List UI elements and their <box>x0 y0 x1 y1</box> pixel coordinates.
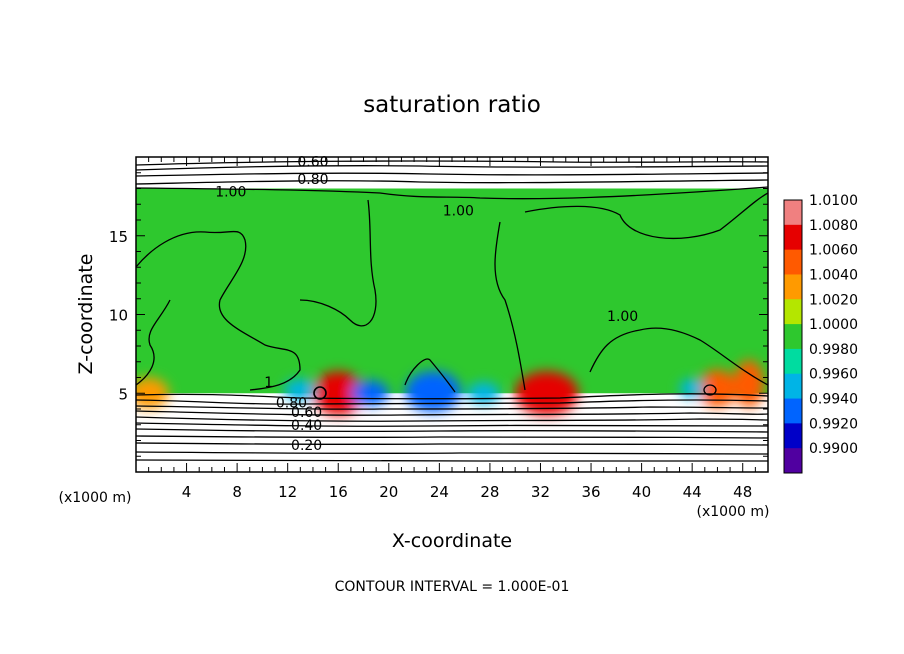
contour-line <box>404 358 456 393</box>
x-tick-label: 8 <box>232 483 242 501</box>
colorbar-swatch <box>784 448 802 474</box>
contour-label: 0.20 <box>291 438 322 454</box>
axis-ticks <box>136 157 768 472</box>
fill-anomaly <box>405 371 461 413</box>
contour-line <box>136 416 768 422</box>
x-tick-label: 48 <box>733 483 752 501</box>
contour-line <box>589 327 768 386</box>
contour-line <box>136 186 768 200</box>
saturation-fill <box>136 188 768 416</box>
colorbar-swatch <box>784 324 802 350</box>
x-tick-label: 44 <box>683 483 702 501</box>
contour-label: 1 <box>264 375 273 391</box>
contour-line <box>136 393 768 400</box>
y-axis: 5 10 15 Z-coordinate <box>75 228 128 404</box>
contour-line <box>136 451 768 455</box>
colorbar-label: 0.9920 <box>809 416 858 432</box>
contour-loop <box>703 384 717 396</box>
x-unit-label-right: (x1000 m) <box>697 504 770 520</box>
fill-anomaly <box>136 377 169 409</box>
x-tick-label: 36 <box>581 483 600 501</box>
y-tick-label: 15 <box>109 228 128 246</box>
contour-line <box>136 428 768 433</box>
contour-lines <box>136 160 768 462</box>
x-tick-label: 16 <box>329 483 348 501</box>
colorbar-swatch <box>784 348 802 375</box>
y-tick-label: 5 <box>118 385 128 403</box>
y-tick-label: 10 <box>109 307 128 325</box>
x-tick-labels: 4 8 12 16 20 24 28 32 36 40 44 48 <box>182 483 752 501</box>
contour-line <box>494 221 526 391</box>
colorbar-label: 1.0000 <box>809 317 858 333</box>
contour-line <box>299 199 377 327</box>
contour-label: 0.80 <box>276 396 307 412</box>
y-axis-label: Z-coordinate <box>75 254 97 375</box>
colorbar-label: 1.0020 <box>809 292 858 308</box>
contour-line <box>136 405 768 410</box>
contour-line <box>136 442 768 446</box>
fill-base <box>136 188 768 394</box>
colorbar-label: 1.0100 <box>809 193 858 209</box>
contour-line <box>136 230 301 391</box>
x-tick-label: 24 <box>430 483 449 501</box>
contour-line <box>136 459 768 462</box>
x-tick-label: 4 <box>182 483 192 501</box>
colorbar-swatch <box>784 373 802 400</box>
colorbar-label: 0.9980 <box>809 342 858 358</box>
contour-line <box>136 422 768 427</box>
colorbar-label: 0.9940 <box>809 392 858 408</box>
x-tick-label: 40 <box>632 483 651 501</box>
chart-title: saturation ratio <box>363 92 541 118</box>
x-tick-label: 20 <box>379 483 398 501</box>
contour-interval-footer: CONTOUR INTERVAL = 1.000E-01 <box>335 579 570 595</box>
x-tick-label: 28 <box>480 483 499 501</box>
colorbar-swatch <box>784 249 802 275</box>
contour-loop <box>313 386 327 400</box>
x-unit-label-left: (x1000 m) <box>59 490 132 506</box>
contour-label: 1.00 <box>215 185 246 201</box>
contour-label: 1.00 <box>607 309 638 325</box>
x-tick-label: 32 <box>531 483 550 501</box>
colorbar-label: 0.9960 <box>809 367 858 383</box>
colorbar-label: 1.0040 <box>809 267 858 283</box>
contour-line <box>136 435 768 439</box>
contour-line <box>136 164 768 171</box>
colorbar-swatch <box>784 299 802 325</box>
colorbar-label: 0.9900 <box>809 441 858 457</box>
fill-anomaly <box>679 379 705 398</box>
fill-anomaly <box>467 382 501 405</box>
contour-line <box>136 410 768 416</box>
contour-line <box>136 299 171 386</box>
colorbar-label: 1.0060 <box>809 243 858 259</box>
colorbar-swatch <box>784 274 802 300</box>
contour-label: 1.00 <box>443 204 474 220</box>
colorbar-swatch <box>784 423 802 449</box>
x-tick-label: 12 <box>278 483 297 501</box>
fill-anomaly <box>698 369 737 408</box>
contour-line <box>136 160 768 166</box>
contour-line <box>136 179 768 185</box>
contour-line <box>136 399 768 405</box>
fill-anomaly <box>283 379 317 402</box>
fill-anomaly <box>515 371 579 416</box>
fill-anomaly <box>350 380 389 406</box>
contour-line <box>136 172 768 177</box>
colorbar-swatch <box>784 200 802 226</box>
contour-label: 0.60 <box>291 405 322 421</box>
colorbar-swatch <box>784 224 802 251</box>
colorbar-label: 1.0080 <box>809 218 858 234</box>
contour-label: 0.80 <box>297 172 328 188</box>
contour-label: 0.40 <box>291 418 322 434</box>
contour-line <box>524 192 768 240</box>
x-axis: 4 8 12 16 20 24 28 32 36 40 44 48 (x1000 m) (x1000 … <box>59 483 770 552</box>
colorbar: 1.0100 1.0080 1.0060 1.0040 1.0020 1.0000 0.99… <box>783 193 858 474</box>
x-axis-label: X-coordinate <box>392 530 512 552</box>
colorbar-swatch <box>784 398 802 424</box>
colorbar-frame <box>783 199 803 474</box>
contour-label: 0.60 <box>297 155 328 171</box>
y-tick-labels: 5 10 15 <box>109 228 128 404</box>
